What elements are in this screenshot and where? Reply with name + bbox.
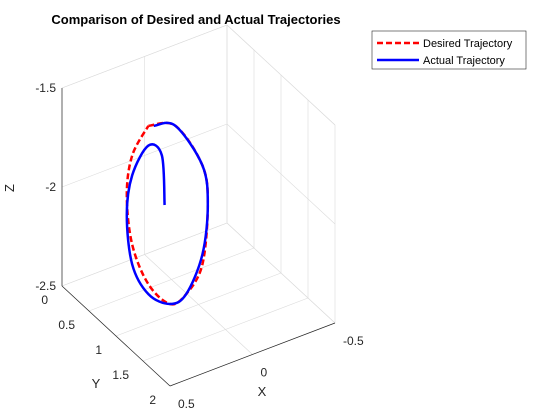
grid-back-wall (61, 24, 228, 287)
chart-title: Comparison of Desired and Actual Traject… (51, 12, 340, 27)
series-layer (125, 121, 210, 306)
grid-line-side-top (226, 24, 336, 126)
z-axis-label: Z (2, 184, 17, 192)
grid-line-floor-y (142, 297, 309, 362)
y-tick-label: 2 (149, 393, 156, 407)
y-axis-line (61, 285, 171, 387)
x-tick-label: -0.5 (343, 334, 364, 348)
x-axis-line (169, 322, 336, 387)
legend-label-desired: Desired Trajectory (423, 38, 513, 50)
grid-side-wall (226, 24, 336, 324)
y-axis-label: Y (92, 376, 101, 391)
y-tick-label: 1 (95, 343, 102, 357)
z-tick-label: -1.5 (35, 81, 56, 95)
y-tick-label: 0.5 (58, 318, 75, 332)
grid-floor (61, 222, 336, 387)
axis-lines (61, 88, 336, 387)
legend: Desired Trajectory Actual Trajectory (371, 30, 527, 70)
y-tick-label: 1.5 (112, 368, 129, 382)
actual-trajectory-line (125, 121, 210, 306)
grid-lines (61, 24, 336, 387)
legend-box (371, 30, 527, 70)
tick-labels: -2.5 -2 -1.5 0 0.5 1 1.5 2 -0.5 0 0.5 (35, 81, 364, 411)
y-tick-label: 0 (41, 293, 48, 307)
x-tick-label: 0 (261, 366, 268, 380)
x-tick-label: 0.5 (178, 397, 195, 411)
grid-line-back-z (61, 123, 228, 188)
z-tick-label: -2.5 (35, 279, 56, 293)
legend-label-actual: Actual Trajectory (423, 55, 505, 67)
grid-line-floor-y (88, 247, 255, 312)
grid-line-back-top (61, 24, 228, 89)
x-axis-label: X (258, 384, 267, 399)
grid-line-floor-y (115, 272, 282, 337)
z-tick-label: -2 (45, 180, 56, 194)
grid-line-floor-y (61, 222, 228, 287)
